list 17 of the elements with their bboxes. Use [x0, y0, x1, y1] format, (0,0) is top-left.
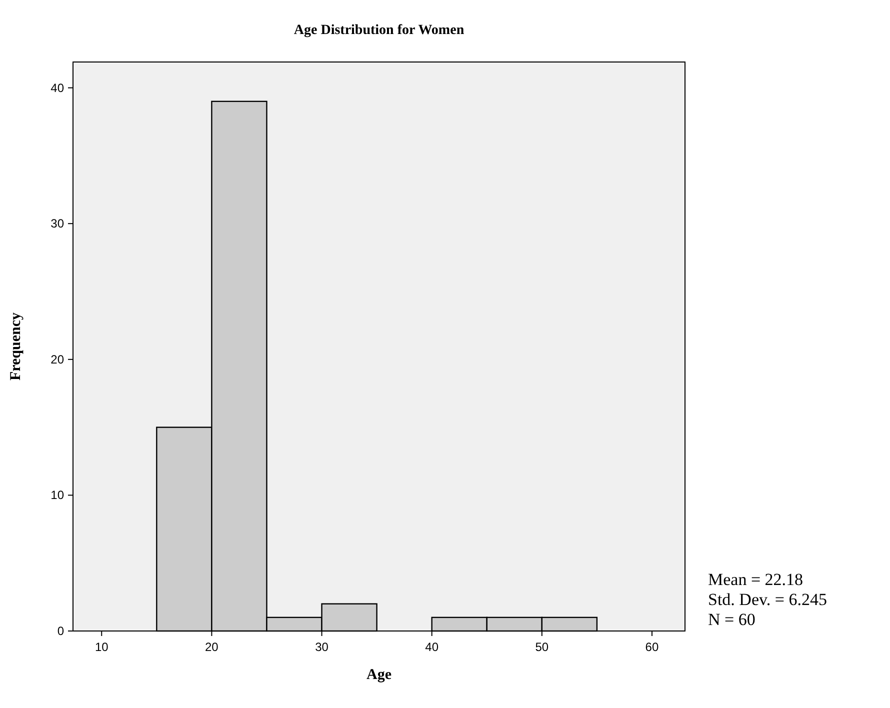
- x-tick-label: 60: [645, 640, 659, 654]
- text: N = 60: [708, 610, 756, 629]
- x-axis-title: Age: [366, 667, 392, 683]
- x-tick-label: 20: [205, 640, 219, 654]
- y-tick-label: 40: [50, 80, 64, 95]
- x-tick-label: 10: [94, 640, 109, 654]
- text: Std. Dev. = 6.245: [708, 590, 827, 609]
- text: Mean = 22.18: [708, 570, 804, 589]
- x-tick-label: 50: [535, 640, 549, 654]
- y-axis-title: Frequency: [8, 312, 24, 381]
- x-tick-label: 30: [315, 640, 329, 654]
- y-tick-label: 30: [50, 216, 64, 231]
- y-tick-label: 0: [57, 624, 64, 638]
- chart-title: Age Distribution for Women: [294, 23, 464, 38]
- y-tick-label: 20: [50, 352, 64, 366]
- y-tick-label: 10: [50, 488, 64, 502]
- x-tick-label: 40: [425, 640, 439, 654]
